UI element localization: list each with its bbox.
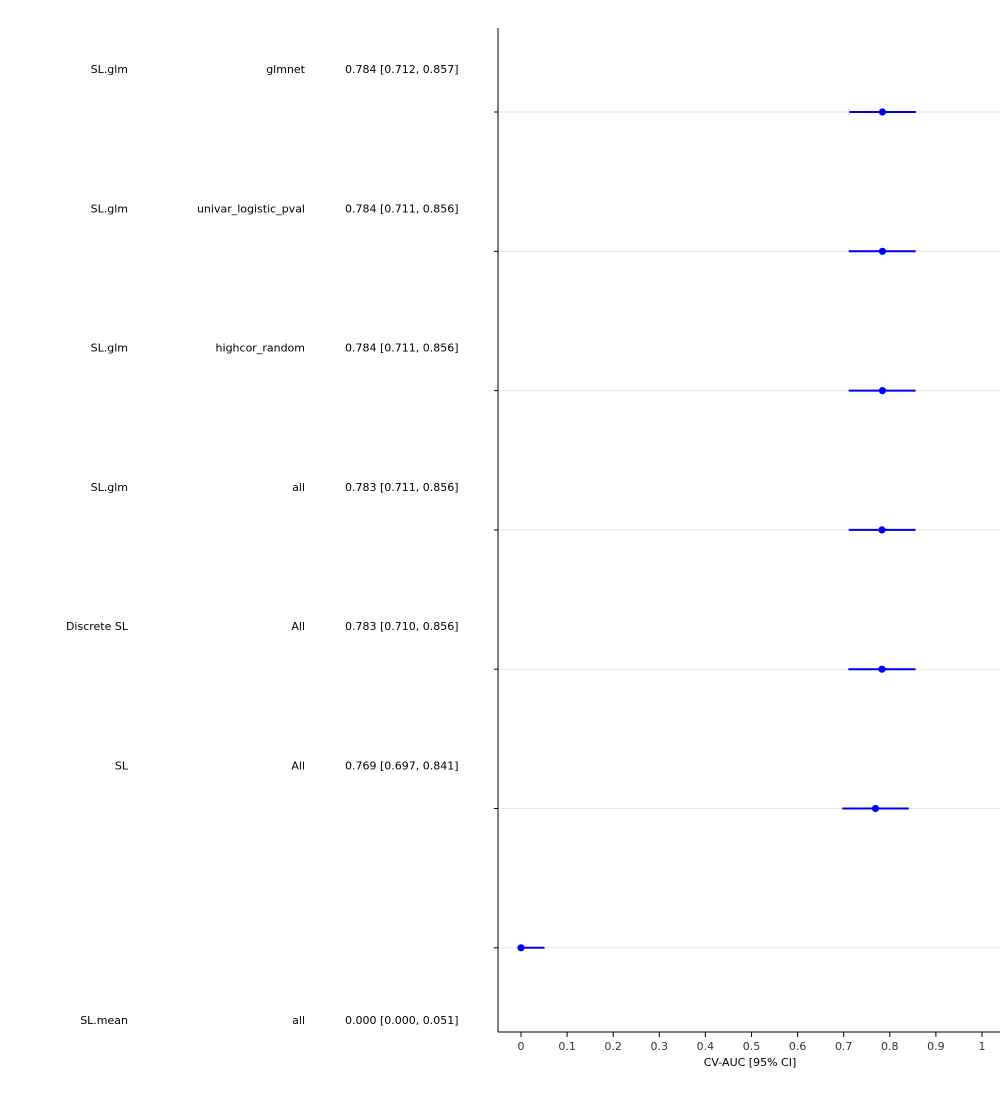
x-tick-label: 0.7 [835, 1040, 853, 1053]
row-ci-label: 0.783 [0.711, 0.856] [345, 481, 459, 494]
row-screen-label: univar_logistic_pval [197, 202, 305, 215]
x-tick-label: 0.2 [604, 1040, 622, 1053]
row-learner-label: SL [115, 760, 129, 773]
point-estimate [878, 247, 887, 255]
row-learner-label: SL.mean [80, 1014, 128, 1027]
row-screen-label: all [292, 1014, 305, 1027]
row-learner-label: SL.glm [91, 481, 128, 494]
point-estimate [517, 944, 525, 952]
x-tick-label: 0.1 [558, 1040, 576, 1053]
x-tick-label: 1 [979, 1040, 986, 1053]
x-tick-label: 0 [518, 1040, 525, 1053]
row-learner-label: SL.glm [91, 63, 128, 76]
row-screen-label: all [292, 481, 305, 494]
row-ci-label: 0.000 [0.000, 0.051] [345, 1014, 459, 1027]
point-estimate [878, 387, 887, 395]
row-ci-label: 0.769 [0.697, 0.841] [345, 760, 459, 773]
row-screen-label: highcor_random [216, 342, 305, 355]
x-axis-title: CV-AUC [95% CI] [704, 1056, 797, 1069]
row-ci-label: 0.784 [0.712, 0.857] [345, 63, 459, 76]
point-estimate [878, 665, 886, 673]
point-estimate [871, 804, 880, 813]
estimates [517, 108, 917, 952]
x-tick-label: 0.5 [743, 1040, 761, 1053]
row-ci-label: 0.784 [0.711, 0.856] [345, 202, 459, 215]
x-tick-label: 0.9 [927, 1040, 945, 1053]
row-screen-label: All [291, 760, 305, 773]
row-screen-label: All [291, 620, 305, 633]
row-learner-label: SL.glm [91, 342, 128, 355]
row-labels: SL.glm glmnet 0.784 [0.712, 0.857] SL.glm un… [66, 63, 459, 1027]
row-ci-label: 0.784 [0.711, 0.856] [345, 342, 459, 355]
row-ci-label: 0.783 [0.710, 0.856] [345, 620, 459, 633]
point-estimate [878, 108, 887, 116]
row-learner-label: Discrete SL [66, 620, 129, 633]
x-tick-label: 0.4 [697, 1040, 715, 1053]
x-tick-label: 0.3 [651, 1040, 669, 1053]
x-axis-ticks: 0 0.1 0.2 0.3 0.4 0.5 0.6 0.7 0.8 0.9 1 [518, 1032, 986, 1053]
row-learner-label: SL.glm [91, 202, 128, 215]
row-screen-label: glmnet [266, 63, 305, 76]
x-tick-label: 0.6 [789, 1040, 807, 1053]
point-estimate [878, 526, 886, 534]
grid-lines [494, 111, 1000, 949]
x-tick-label: 0.8 [881, 1040, 899, 1053]
